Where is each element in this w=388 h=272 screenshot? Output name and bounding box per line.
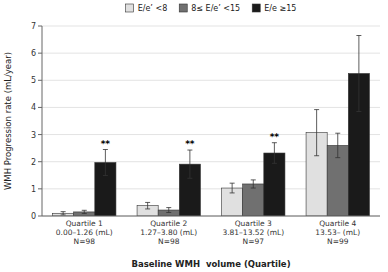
tick-mark (38, 80, 42, 81)
grid-line (42, 53, 380, 54)
plot-area (53, 36, 370, 217)
category-label-line: 0.00–1.26 (mL) (56, 228, 113, 237)
grid-line (42, 216, 380, 217)
tick-label: 4 (31, 103, 36, 112)
tick-mark (38, 53, 42, 54)
category-label-line: N=98 (74, 237, 96, 246)
category-label-line: N=99 (327, 237, 349, 246)
error-bar (356, 36, 361, 112)
annotation: ** (270, 132, 280, 142)
legend-label: E/e’ <8 (138, 4, 168, 13)
chart: 01234567******Quartile 10.00–1.26 (mL)N=… (0, 0, 388, 272)
tick-label: 5 (31, 76, 36, 85)
category-label: Quartile 413.53– (mL)N=99 (315, 219, 360, 246)
tick-mark (38, 216, 42, 217)
tick-mark (38, 188, 42, 189)
grid-line (42, 107, 380, 108)
tick-mark (38, 161, 42, 162)
error-bar (187, 150, 192, 178)
legend-label: 8≤ E/e’ <15 (191, 4, 240, 13)
tick-mark (38, 107, 42, 108)
error-bar (61, 212, 66, 215)
tick-mark (38, 26, 42, 27)
tick-label: 6 (31, 49, 36, 58)
grid-line (42, 26, 380, 27)
category-label-line: 3.81–13.52 (mL) (222, 228, 284, 237)
category-label-line: 13.53– (mL) (315, 228, 360, 237)
category-label-line: Quartile 3 (235, 219, 272, 228)
tick-label: 2 (31, 158, 36, 167)
category-label: Quartile 10.00–1.26 (mL)N=98 (56, 219, 113, 246)
tick-label: 3 (31, 131, 36, 140)
x-axis-title: Baseline WMH volume (Quartile) (131, 259, 290, 269)
category-label: Quartile 21.27–3.80 (mL)N=98 (140, 219, 197, 246)
grid-line (42, 80, 380, 81)
legend-swatch (126, 4, 134, 12)
legend-swatch (252, 4, 260, 12)
legend-label: E/e ≥15 (264, 4, 296, 13)
error-bar (82, 210, 87, 213)
annotation: ** (101, 139, 111, 149)
legend-swatch (179, 4, 187, 12)
y-axis-title: WMH Progression rate (mL/year) (3, 52, 13, 190)
error-bar (166, 208, 171, 213)
error-bar (272, 143, 277, 164)
tick-label: 0 (31, 212, 36, 221)
category-label-line: N=97 (243, 237, 265, 246)
y-axis (42, 26, 43, 216)
error-bar (251, 180, 256, 188)
tick-label: 7 (31, 22, 36, 31)
legend: E/e’ <8 8≤ E/e’ <15 E/e ≥15 (126, 4, 297, 13)
category-label-line: Quartile 4 (319, 219, 356, 228)
category-label: Quartile 33.81–13.52 (mL)N=97 (222, 219, 284, 246)
error-bar (103, 150, 108, 176)
bar (243, 184, 264, 216)
category-label-line: N=98 (158, 237, 180, 246)
category-label-line: 1.27–3.80 (mL) (140, 228, 197, 237)
category-label-line: Quartile 1 (66, 219, 103, 228)
grid-line (42, 134, 380, 135)
x-axis (42, 216, 380, 217)
tick-mark (38, 134, 42, 135)
error-bar (145, 202, 150, 209)
error-bar (314, 110, 319, 156)
annotation: ** (185, 139, 195, 149)
category-label-line: Quartile 2 (150, 219, 187, 228)
tick-label: 1 (31, 185, 36, 194)
error-bar (230, 183, 235, 193)
error-bar (335, 133, 340, 157)
